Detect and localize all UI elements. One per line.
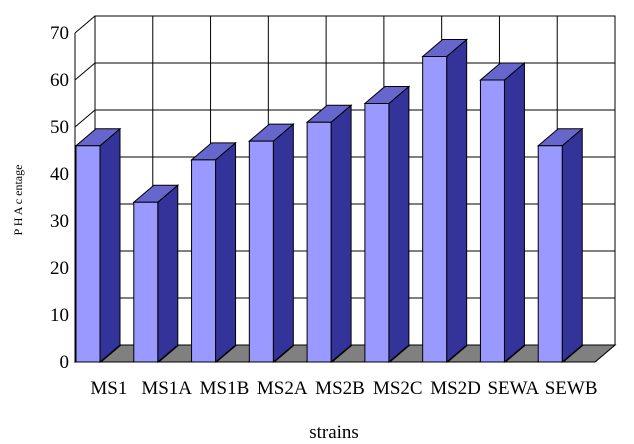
bar [132,184,180,364]
x-tick-label: MS1 [90,378,127,399]
bar-side [503,61,525,364]
y-axis-title: P H A c entage [11,165,25,236]
bar-side [215,141,237,364]
bar-front [479,79,505,363]
y-tick-label: 0 [60,352,70,373]
bar-side [388,85,410,364]
x-tick-label: MS2A [257,378,308,399]
bar-front [306,121,332,363]
floor-tile [561,344,617,363]
x-tick-label: MS1B [200,378,250,399]
side-grid-line [74,15,96,34]
bar-front [364,103,390,363]
bar-front [191,159,217,363]
back-wall [94,15,616,346]
x-tick-label: MS1A [141,378,192,399]
bar-side [272,123,294,364]
y-tick-label: 40 [50,164,69,185]
bar [305,104,353,364]
bar-front [133,201,159,363]
bar [536,127,584,364]
bar-side [99,127,121,364]
y-tick-label: 70 [50,23,69,44]
x-tick-label: MS2B [315,378,365,399]
bar-side [330,104,352,364]
bar [247,123,295,364]
y-tick-label: 60 [50,70,69,91]
y-tick-label: 30 [50,211,69,232]
bar-side [561,127,583,364]
bar-front [248,140,274,363]
x-tick-label: SEWA [487,378,539,399]
x-tick-label: MS2C [373,378,423,399]
bar-side [157,184,179,364]
bar [479,61,526,364]
x-axis-title: strains [309,422,359,443]
x-tick-label: MS2D [430,378,481,399]
bar-front [75,145,101,363]
side-grid-line [74,62,96,81]
bar [421,38,469,364]
bar-front [422,56,448,363]
x-tick-label: SEWB [545,378,598,399]
bar-side [446,38,468,364]
y-tick-label: 50 [50,117,69,138]
y-tick-label: 10 [50,305,69,326]
bar [74,127,122,364]
bar-front [537,145,563,363]
side-grid-line [74,109,96,128]
bar [363,85,411,364]
y-tick-label: 20 [50,258,69,279]
bar [190,141,237,364]
